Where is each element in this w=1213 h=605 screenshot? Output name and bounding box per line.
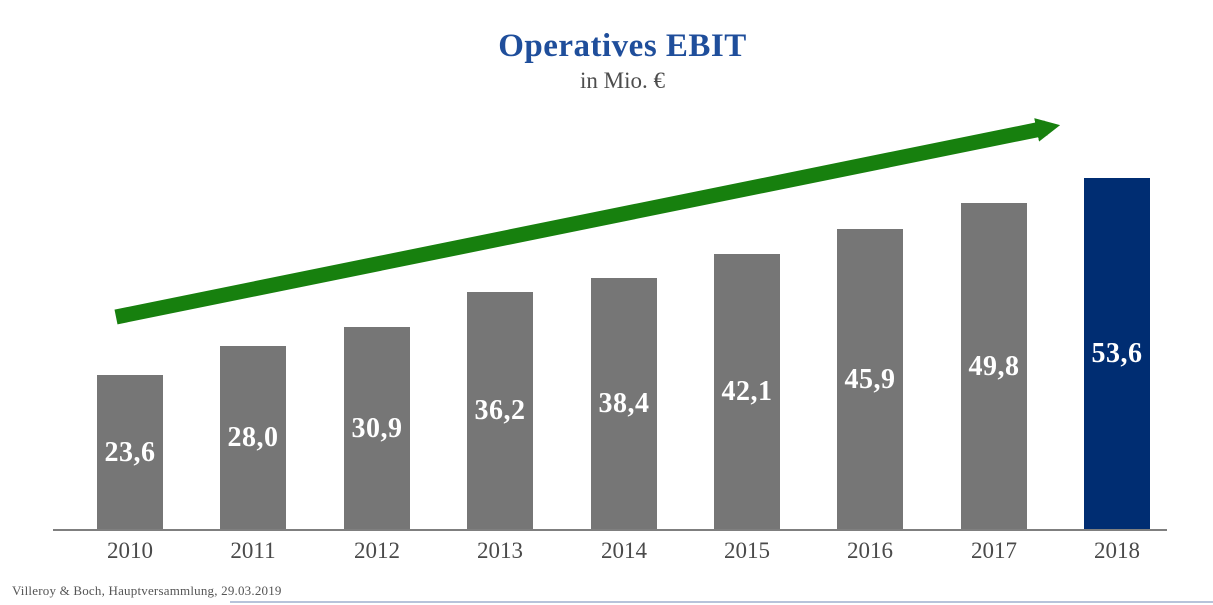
chart-title: Operatives EBIT (498, 28, 747, 64)
bar-2014: 38,4 (591, 278, 657, 530)
bar-2011: 28,0 (220, 346, 286, 530)
bar-value-label: 28,0 (227, 422, 279, 453)
x-tick-2016: 2016 (847, 538, 893, 563)
bar-2017: 49,8 (961, 203, 1027, 530)
x-tick-2011: 2011 (230, 538, 276, 563)
x-tick-2013: 2013 (477, 538, 523, 563)
bar-value-label: 36,2 (474, 395, 526, 426)
x-tick-2010: 2010 (107, 538, 153, 563)
bar-value-label: 30,9 (351, 412, 403, 444)
bottom-divider (230, 601, 1213, 603)
bar-2016: 45,9 (837, 229, 903, 530)
chart-subtitle: in Mio. € (580, 68, 665, 94)
x-axis-line (53, 529, 1167, 531)
x-tick-2017: 2017 (971, 538, 1017, 563)
bar-2012: 30,9 (344, 327, 410, 530)
bar-2010: 23,6 (97, 375, 163, 530)
bar-value-label: 53,6 (1091, 338, 1143, 369)
bar-value-label: 23,6 (104, 436, 156, 468)
bar-value-label: 42,1 (721, 376, 773, 407)
bar-2018: 53,6 (1084, 178, 1150, 530)
x-tick-2014: 2014 (601, 538, 647, 563)
x-tick-2015: 2015 (724, 538, 770, 563)
bar-value-label: 38,4 (598, 388, 650, 419)
title-block: Operatives EBIT in Mio. € (16, 28, 1213, 94)
footer-source: Villeroy & Boch, Hauptversammlung, 29.03… (12, 583, 282, 598)
bar-2015: 42,1 (714, 254, 780, 530)
x-tick-2012: 2012 (354, 538, 400, 563)
bar-2013: 36,2 (467, 292, 533, 530)
bar-value-label: 45,9 (844, 363, 896, 395)
x-tick-2018: 2018 (1094, 538, 1140, 563)
bar-value-label: 49,8 (968, 350, 1020, 382)
